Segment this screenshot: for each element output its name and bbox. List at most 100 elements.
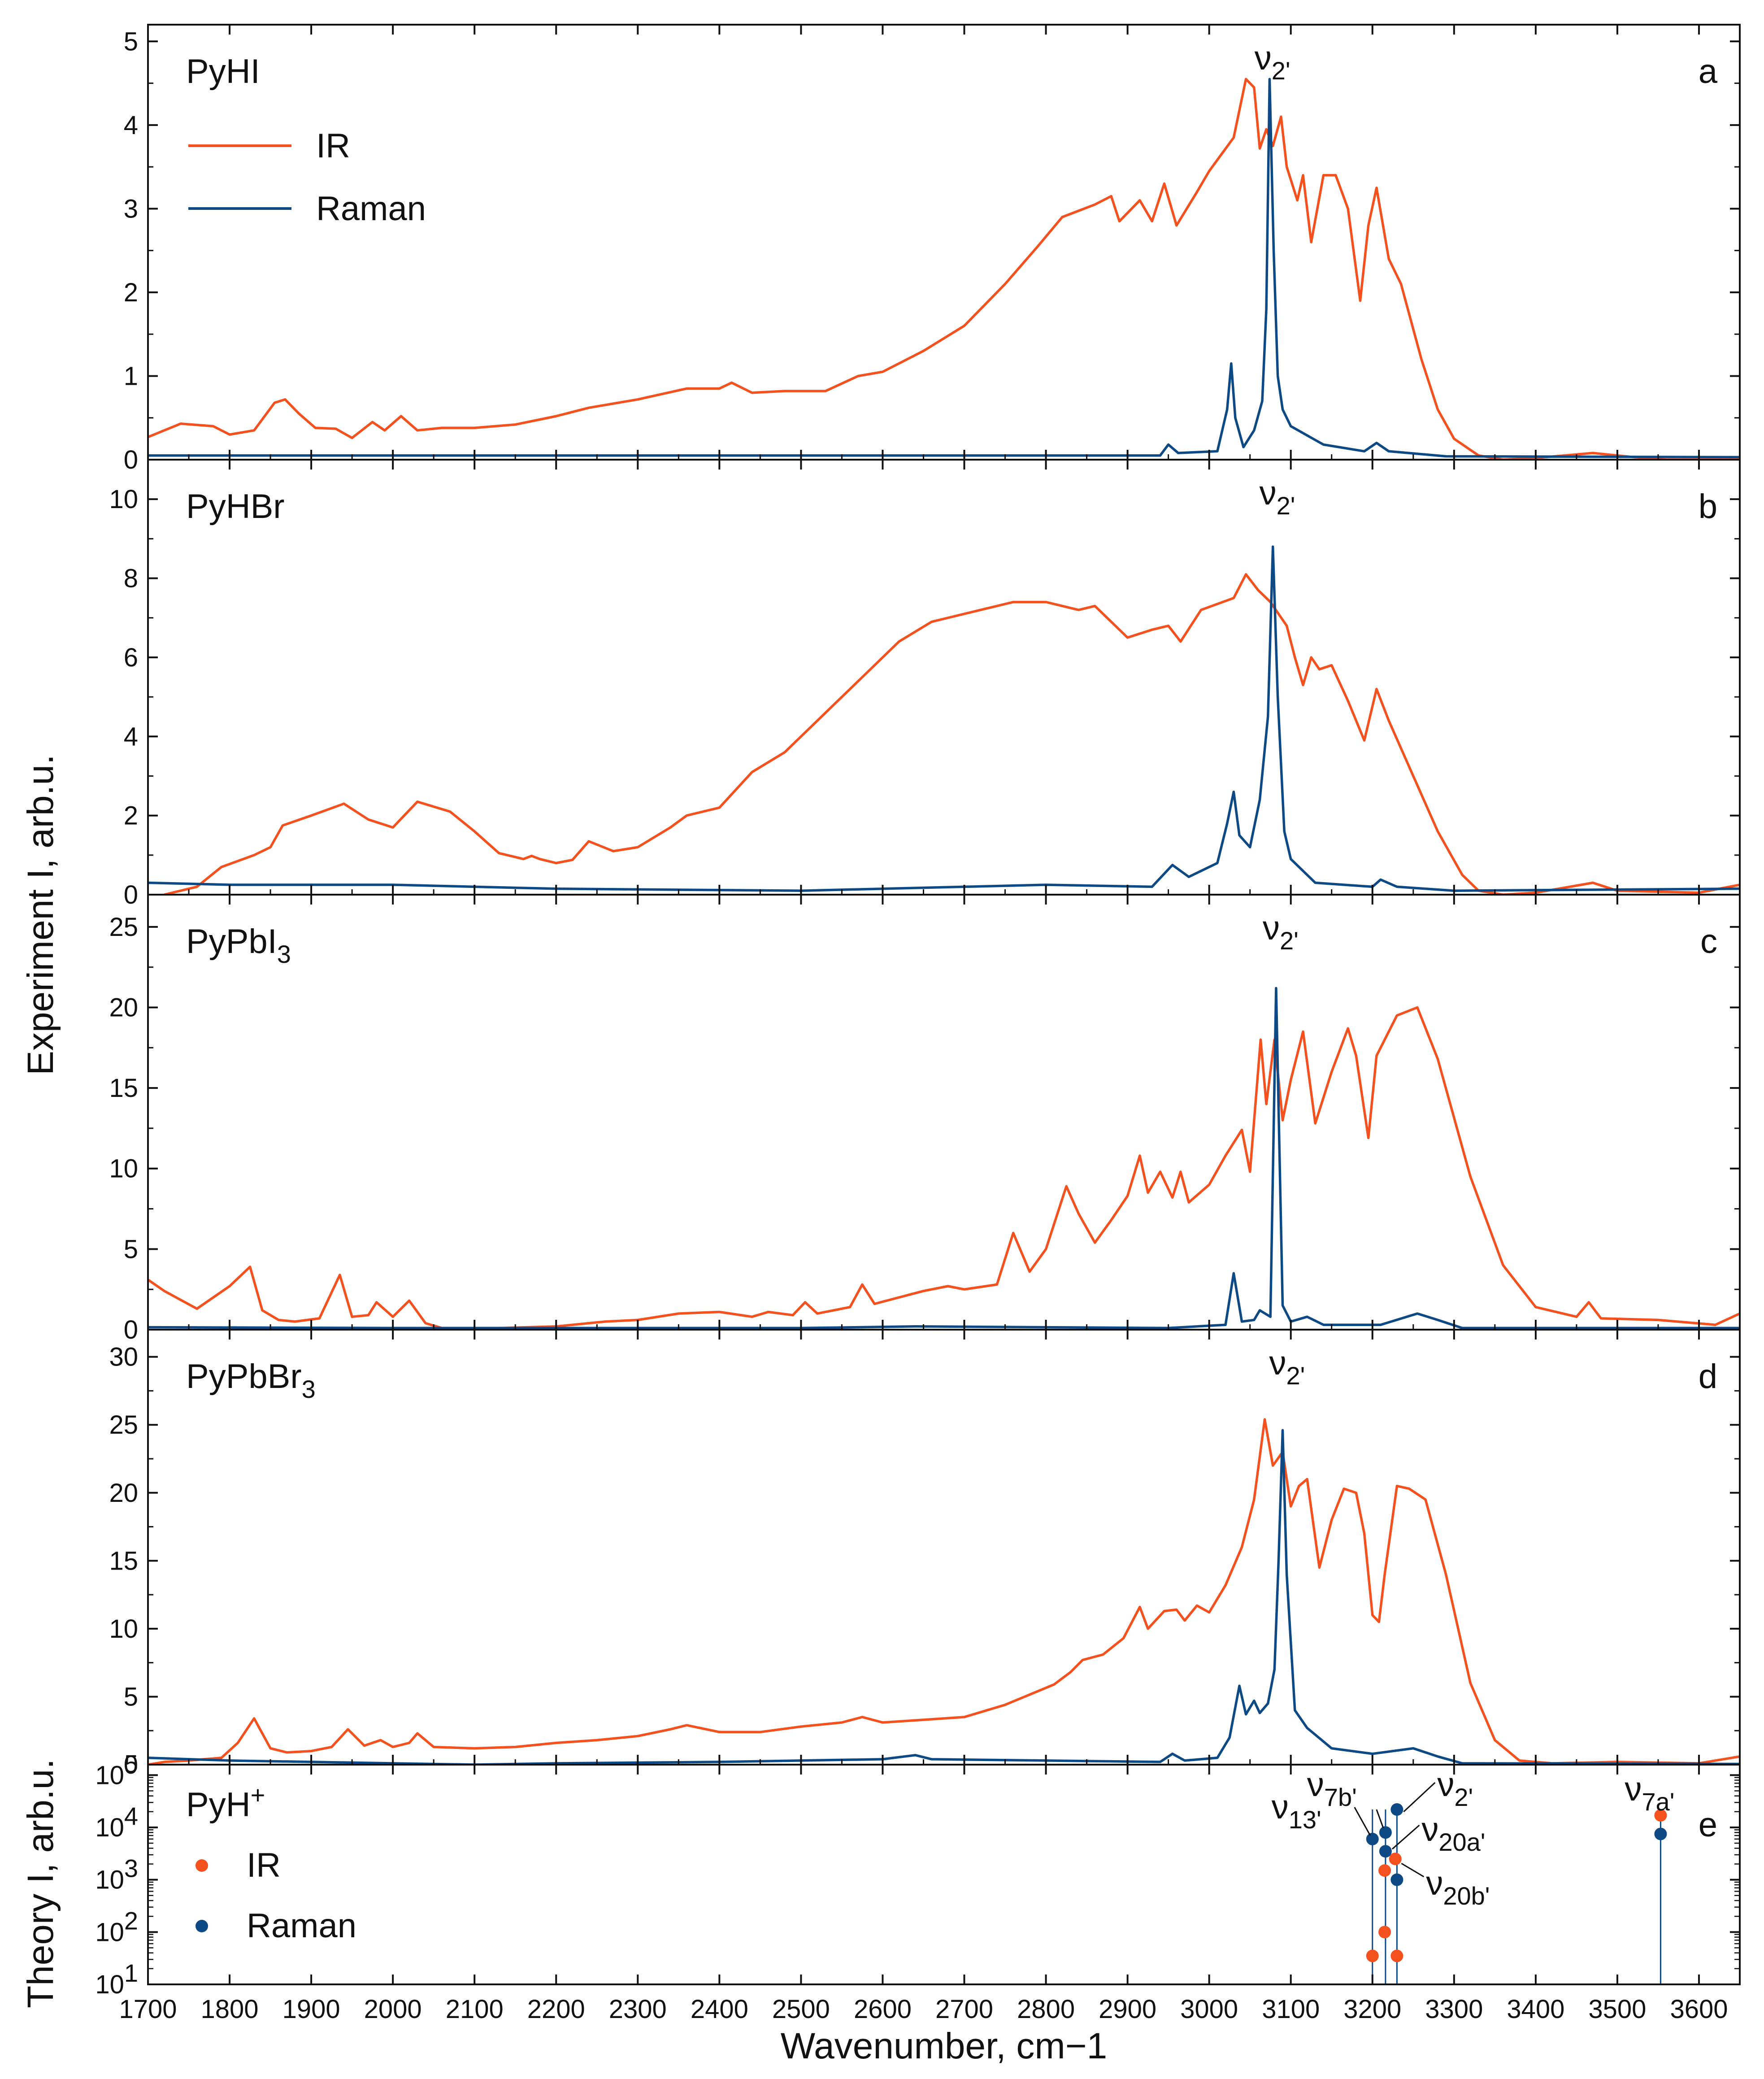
theory-ir-point <box>1378 1864 1391 1877</box>
y-tick-label-d: 5 <box>124 1682 138 1711</box>
y-axis-title-theory: Theory I, arb.u. <box>20 1759 61 2008</box>
legend-theory-raman-dot <box>196 1920 208 1932</box>
series-ir-b <box>164 573 1740 895</box>
panel-e: 101 102 103 104 105 1700 1800 1900 2000 2100 2200 2… <box>95 1749 1741 2024</box>
legend-theory-ir-label: IR <box>247 1846 281 1884</box>
x-tick-label: 1800 <box>201 1995 259 2024</box>
y-tick-label-a: 2 <box>124 278 138 307</box>
legend-theory-ir-dot <box>196 1859 208 1872</box>
mode-leader-line <box>1391 1824 1420 1850</box>
series-ir-a <box>148 78 1740 460</box>
y-tick-label-e: 104 <box>95 1802 138 1842</box>
y-axis-title-experiment: Experiment I, arb.u. <box>20 754 61 1075</box>
series-raman-d <box>148 1429 1740 1765</box>
x-tick-label: 3000 <box>1180 1995 1238 2024</box>
panel-name-b: PyHBr <box>186 487 285 526</box>
mode-label-2: ν2' <box>1437 1766 1473 1811</box>
theory-ir-point <box>1390 1949 1403 1962</box>
x-tick-label: 2100 <box>446 1995 504 2024</box>
peak-label-d: ν2' <box>1269 1344 1305 1390</box>
y-tick-label-d: 0 <box>124 1750 138 1779</box>
x-tick-label: 1900 <box>282 1995 340 2024</box>
plot-frame-c <box>147 894 1741 1331</box>
x-tick-label: 2500 <box>772 1995 830 2024</box>
y-tick-label-e: 101 <box>95 1959 138 1999</box>
mode-label-20b: ν20b' <box>1426 1864 1490 1910</box>
theory-ir-point <box>1389 1853 1402 1866</box>
x-tick-label: 2700 <box>935 1995 993 2024</box>
series-raman-a <box>148 78 1740 459</box>
x-tick-label: 3400 <box>1507 1995 1564 2024</box>
panel-b: 0 2 4 6 8 10 b <box>109 459 1741 909</box>
x-tick-label: 3200 <box>1343 1995 1401 2024</box>
legend-raman-label: Raman <box>316 190 426 228</box>
theory-ir-point <box>1366 1949 1379 1962</box>
panel-a: 0 1 2 3 4 5 a IR Raman <box>124 24 1741 474</box>
theory-raman-point <box>1654 1827 1667 1840</box>
x-axis-title: Wavenumber, cm−1 <box>781 2026 1107 2066</box>
y-tick-label-b: 10 <box>109 485 138 514</box>
series-ir-c <box>148 1006 1740 1330</box>
mode-label-7a: ν7a' <box>1625 1770 1674 1816</box>
y-tick-label-d: 30 <box>109 1343 138 1372</box>
peak-label-c: ν2' <box>1263 909 1299 955</box>
x-tick-label: 3600 <box>1670 1995 1728 2024</box>
y-tick-label-c: 25 <box>109 913 138 942</box>
peak-label-a: ν2' <box>1255 39 1290 85</box>
x-tick-label: 3300 <box>1425 1995 1483 2024</box>
mode-leader-line <box>1401 1862 1425 1878</box>
panel-name-d: PyPbBr3 <box>186 1357 316 1403</box>
x-tick-label: 2200 <box>527 1995 585 2024</box>
y-tick-label-c: 5 <box>124 1235 138 1264</box>
theory-raman-point <box>1390 1873 1403 1886</box>
x-tick-label: 2600 <box>854 1995 912 2024</box>
y-tick-label-a: 0 <box>124 445 138 474</box>
y-tick-label-c: 10 <box>109 1154 138 1183</box>
y-tick-label-e: 105 <box>95 1749 138 1790</box>
x-tick-label: 2400 <box>691 1995 748 2024</box>
series-raman-c <box>148 987 1740 1330</box>
theory-raman-point <box>1366 1832 1379 1845</box>
theory-raman-point <box>1379 1826 1392 1839</box>
x-tick-label: 2000 <box>364 1995 422 2024</box>
panel-name-e: PyH+ <box>186 1781 265 1824</box>
panel-letter-d: d <box>1699 1357 1717 1396</box>
y-tick-label-b: 4 <box>124 722 138 751</box>
legend-theory-raman-label: Raman <box>247 1907 356 1945</box>
mode-leader-line <box>1354 1807 1371 1836</box>
mode-label-13: ν13' <box>1272 1788 1321 1834</box>
y-tick-label-c: 15 <box>109 1074 138 1103</box>
panel-d: 0 5 10 15 20 25 30 d <box>109 1329 1741 1779</box>
y-tick-label-c: 20 <box>109 993 138 1022</box>
x-tick-label: 3500 <box>1588 1995 1646 2024</box>
x-tick-label: 2900 <box>1099 1995 1156 2024</box>
y-tick-label-e: 103 <box>95 1854 138 1895</box>
panel-c: 0 5 10 15 20 25 c <box>109 894 1741 1344</box>
plot-frame-e <box>147 1764 1741 1985</box>
mode-label-20a: ν20a' <box>1421 1810 1485 1856</box>
y-tick-label-a: 3 <box>124 194 138 223</box>
series-ir-d <box>148 1418 1740 1765</box>
panel-letter-a: a <box>1699 52 1718 91</box>
x-tick-label: 3100 <box>1262 1995 1320 2024</box>
mode-label-7b: ν7b' <box>1307 1766 1357 1811</box>
theory-raman-point <box>1390 1803 1403 1816</box>
series-raman-b <box>148 545 1740 892</box>
y-tick-label-a: 1 <box>124 361 138 391</box>
x-tick-label: 2300 <box>609 1995 667 2024</box>
y-tick-label-d: 15 <box>109 1546 138 1575</box>
panel-letter-b: b <box>1699 487 1717 526</box>
plot-frame-b <box>147 459 1741 896</box>
y-tick-label-d: 20 <box>109 1479 138 1508</box>
panel-letter-e: e <box>1699 1806 1717 1844</box>
x-tick-label: 1700 <box>119 1995 177 2024</box>
y-tick-label-e: 102 <box>95 1906 138 1947</box>
y-tick-label-b: 8 <box>124 564 138 593</box>
theory-raman-point <box>1379 1845 1392 1858</box>
plot-frame-a <box>147 24 1741 461</box>
legend-ir-label: IR <box>316 127 350 165</box>
y-tick-label-a: 4 <box>124 111 138 140</box>
mode-leader-line <box>1403 1782 1436 1813</box>
panel-name-a: PyHI <box>186 52 260 91</box>
